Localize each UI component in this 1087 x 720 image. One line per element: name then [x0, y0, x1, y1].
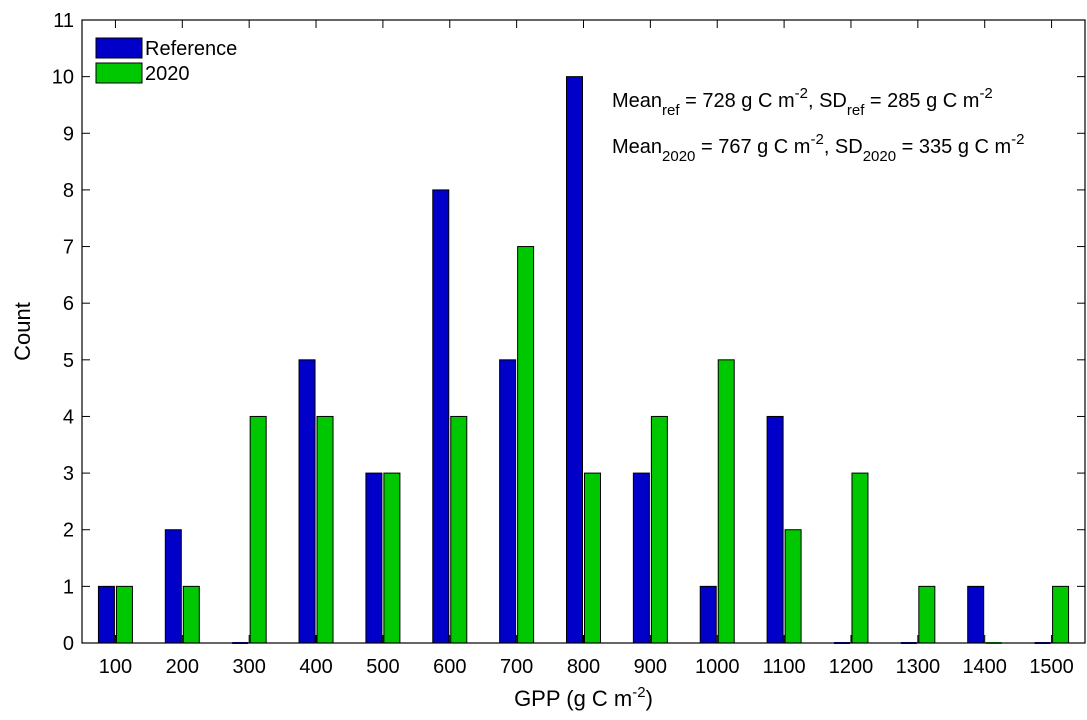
x-tick-label-1400: 1400: [962, 656, 1007, 678]
bar-2020-1300: [918, 585, 936, 644]
x-axis-title-end: ): [646, 686, 653, 711]
x-tick-label-300: 300: [232, 656, 265, 678]
bar-reference-800: [566, 76, 583, 644]
x-tick-label-600: 600: [433, 656, 466, 678]
x-tick-label-700: 700: [500, 656, 533, 678]
y-tick-label-3: 3: [63, 463, 74, 485]
bar-2020-1100: [784, 529, 802, 644]
bar-2020-400: [316, 415, 334, 644]
legend-swatch-reference: [95, 37, 143, 59]
x-axis-title: GPP (g C m-2): [514, 684, 653, 711]
stats-annotation-2-part-7: -2: [1011, 131, 1024, 148]
bar-reference-1400: [967, 585, 985, 644]
x-tick-label-400: 400: [299, 656, 332, 678]
y-tick-label-6: 6: [63, 293, 74, 315]
bar-2020-300: [249, 415, 267, 644]
bar-2020-800: [584, 472, 601, 644]
x-tick-label-200: 200: [166, 656, 199, 678]
legend: Reference 2020: [95, 37, 237, 85]
x-tick-label-1200: 1200: [829, 656, 874, 678]
x-axis-title-sup: -2: [632, 684, 645, 701]
stats-annotation-2-part-5: 2020: [863, 148, 896, 165]
stats-annotation-1-part-7: -2: [979, 85, 992, 102]
bar-reference-400: [298, 359, 316, 644]
x-axis-title-base: GPP (g C m: [514, 686, 632, 711]
stats-annotation-2-part-4: , SD: [824, 136, 863, 158]
bar-reference-900: [632, 472, 650, 644]
bar-reference-600: [432, 189, 450, 644]
bar-2020-1200: [851, 472, 869, 644]
bar-2020-1000: [717, 359, 735, 644]
bar-reference-200: [164, 529, 182, 644]
legend-swatch-2020: [95, 62, 143, 84]
bar-2020-900: [650, 415, 668, 644]
x-tick-label-1100: 1100: [763, 656, 806, 678]
y-tick-label-11: 11: [53, 10, 74, 32]
y-tick-label-7: 7: [63, 237, 74, 259]
bar-reference-1100: [766, 415, 784, 644]
bar-2020-1500: [1052, 585, 1070, 644]
stats-annotation-2: Mean2020 = 767 g C m-2, SD2020 = 335 g C…: [612, 131, 1025, 165]
y-tick-label-1: 1: [63, 576, 74, 598]
bar-2020-700: [517, 246, 535, 644]
stats-annotation-1-part-2: = 728 g C m: [680, 90, 795, 112]
x-tick-label-1000: 1000: [695, 656, 740, 678]
bar-2020-500: [383, 472, 401, 644]
y-tick-label-5: 5: [63, 350, 74, 372]
y-axis-title: Count: [10, 302, 35, 361]
stats-annotation-2-part-0: Mean: [612, 136, 662, 158]
stats-annotation-1-part-4: , SD: [808, 90, 847, 112]
y-tick-label-4: 4: [63, 406, 74, 428]
stats-annotation-1-part-1: ref: [662, 102, 680, 119]
x-tick-label-100: 100: [99, 656, 132, 678]
stats-annotation-1: Meanref = 728 g C m-2, SDref = 285 g C m…: [612, 85, 993, 119]
y-tick-label-10: 10: [52, 67, 74, 89]
x-tick-label-1300: 1300: [896, 656, 941, 678]
y-tick-label-8: 8: [63, 180, 74, 202]
legend-label-reference: Reference: [145, 38, 237, 60]
stats-annotation-1-part-3: -2: [795, 85, 808, 102]
legend-label-2020: 2020: [145, 63, 190, 85]
x-tick-label-1500: 1500: [1029, 656, 1074, 678]
y-tick-label-9: 9: [63, 123, 74, 145]
x-tick-label-900: 900: [634, 656, 667, 678]
bar-reference-700: [499, 359, 517, 644]
bar-reference-500: [365, 472, 383, 644]
stats-annotation-1-part-0: Mean: [612, 90, 662, 112]
y-tick-label-2: 2: [63, 520, 74, 542]
bar-reference-100: [97, 585, 115, 644]
bar-2020-600: [450, 415, 468, 644]
x-tick-label-500: 500: [366, 656, 399, 678]
stats-annotation-2-part-1: 2020: [662, 148, 695, 165]
annotations: Meanref = 728 g C m-2, SDref = 285 g C m…: [612, 85, 1025, 165]
x-tick-label-800: 800: [567, 656, 600, 678]
y-tick-label-0: 0: [63, 633, 74, 655]
bar-2020-100: [115, 585, 133, 644]
stats-annotation-1-part-6: = 285 g C m: [864, 90, 979, 112]
stats-annotation-2-part-6: = 335 g C m: [896, 136, 1011, 158]
bar-2020-200: [182, 585, 200, 644]
stats-annotation-1-part-5: ref: [847, 102, 865, 119]
bars-group: [97, 76, 1070, 644]
stats-annotation-2-part-3: -2: [810, 131, 823, 148]
axes: 0 1 2 3 4 5 6 7 8 9 10 11 100 200 300 400 500 600 700 800 90…: [52, 10, 1086, 678]
plot-area: [82, 20, 1085, 643]
bar-reference-1000: [699, 585, 717, 644]
plot-background: [82, 20, 1085, 643]
stats-annotation-2-part-2: = 767 g C m: [695, 136, 810, 158]
